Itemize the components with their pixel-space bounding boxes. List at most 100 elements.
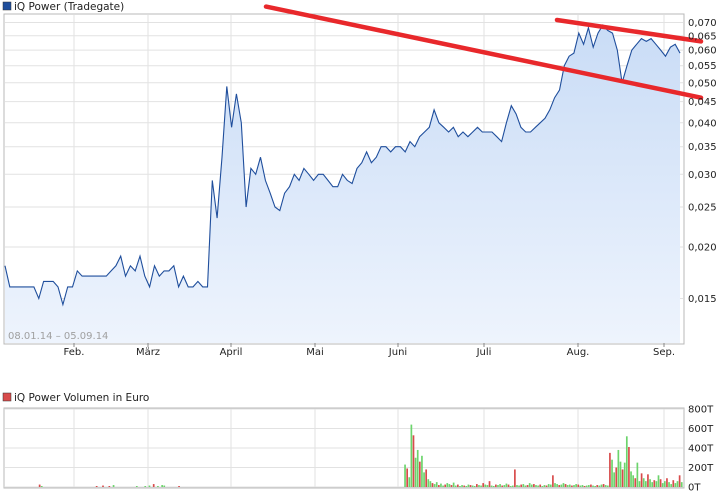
price-y-tick-label: 0,070: [688, 18, 717, 29]
volume-bar: [549, 484, 552, 487]
volume-bar: [568, 484, 571, 487]
volume-bar: [465, 486, 468, 487]
volume-bar: [406, 468, 408, 487]
volume-bar: [431, 483, 434, 487]
volume-bar: [480, 485, 482, 487]
volume-bar: [511, 485, 514, 487]
volume-bar: [659, 479, 662, 487]
volume-bar: [587, 485, 590, 487]
volume-bar: [592, 485, 594, 487]
volume-bar: [469, 485, 472, 487]
volume-bar: [478, 485, 480, 487]
volume-bar: [647, 474, 649, 487]
price-y-tick-label: 0,040: [688, 118, 717, 129]
volume-bar: [488, 481, 491, 487]
volume-bar: [583, 486, 586, 487]
volume-bar: [564, 484, 567, 487]
price-x-tick-label: Mai: [306, 347, 324, 358]
volume-bar: [530, 484, 533, 487]
volume-bar: [490, 485, 493, 487]
volume-bar: [581, 485, 584, 487]
volume-y-tick-label: 200T: [688, 463, 714, 474]
volume-bar: [516, 485, 518, 487]
volume-bar: [556, 484, 558, 487]
volume-bar: [571, 485, 573, 487]
price-y-tick-label: 0,050: [688, 78, 717, 89]
volume-bar: [495, 484, 497, 487]
volume-bar: [442, 485, 444, 487]
legend-swatch-volume: [2, 392, 12, 402]
volume-bar: [408, 477, 411, 487]
volume-bar: [674, 483, 677, 487]
volume-bar: [459, 486, 461, 487]
volume-bar: [562, 483, 565, 487]
price-x-tick-label: Sep.: [653, 347, 675, 358]
volume-bar: [446, 483, 449, 487]
volume-bar: [499, 484, 501, 487]
volume-bar: [604, 485, 607, 487]
volume-bar: [425, 469, 428, 487]
price-y-axis: 0,070 0,065 0,060 0,055 0,050 0,045 0,040 0,035…: [688, 18, 717, 305]
volume-bar: [640, 473, 643, 487]
price-x-tick-label: Juli: [476, 347, 492, 358]
trend-lines: [263, 4, 704, 100]
volume-bar: [450, 485, 453, 487]
volume-bar: [492, 486, 495, 487]
volume-bar: [433, 484, 436, 487]
volume-bar: [514, 469, 516, 487]
volume-bar: [427, 479, 430, 487]
volume-bar: [528, 483, 531, 487]
volume-bar: [503, 485, 506, 487]
volume-bar: [152, 484, 155, 487]
volume-bar: [471, 485, 474, 487]
volume-bar: [440, 483, 442, 487]
volume-bar: [670, 484, 673, 487]
volume-bar: [423, 472, 425, 488]
volume-bar: [566, 485, 569, 487]
volume-bar: [457, 484, 459, 487]
volume-bar: [108, 486, 111, 487]
volume-y-tick-label: 800T: [688, 405, 714, 416]
price-x-tick-label: Aug.: [567, 347, 590, 358]
volume-bar: [585, 485, 588, 487]
volume-bar: [524, 485, 527, 487]
volume-bar: [657, 475, 660, 487]
volume-bar: [577, 484, 580, 487]
volume-bar: [178, 486, 180, 487]
price-y-tick-label: 0,055: [688, 61, 717, 72]
volume-bar: [615, 467, 618, 487]
volume-bar: [444, 484, 447, 487]
price-x-tick-label: Feb.: [64, 347, 85, 358]
volume-bar: [575, 484, 577, 487]
volume-bar: [600, 484, 603, 487]
price-y-tick-label: 0,025: [688, 202, 717, 213]
volume-bar: [611, 459, 613, 487]
volume-bar: [672, 480, 675, 487]
volume-bar: [680, 482, 683, 488]
price-legend: iQ Power (Tradegate): [2, 1, 124, 13]
trend-line: [263, 4, 704, 100]
volume-bar: [558, 485, 561, 487]
volume-bar: [545, 485, 548, 487]
price-y-tick-label: 0,060: [688, 46, 717, 57]
volume-bar: [649, 479, 651, 487]
volume-bars: [38, 424, 683, 488]
volume-bar: [621, 469, 624, 487]
volume-chart-title: iQ Power Volumen in Euro: [14, 392, 149, 404]
price-x-tick-label: März: [136, 347, 160, 358]
volume-y-tick-label: 600T: [688, 424, 714, 435]
volume-bar: [609, 452, 611, 488]
volume-bar: [161, 485, 163, 487]
volume-bar: [38, 484, 41, 487]
volume-bar: [476, 484, 478, 487]
volume-bar: [482, 483, 485, 487]
volume-bar: [522, 484, 525, 487]
volume-bar: [526, 485, 529, 487]
volume-bar: [520, 484, 523, 487]
volume-bar: [501, 485, 504, 487]
volume-bar: [590, 484, 592, 487]
volume-bar: [661, 483, 664, 487]
volume-bar: [435, 482, 438, 488]
volume-bar: [598, 485, 601, 487]
